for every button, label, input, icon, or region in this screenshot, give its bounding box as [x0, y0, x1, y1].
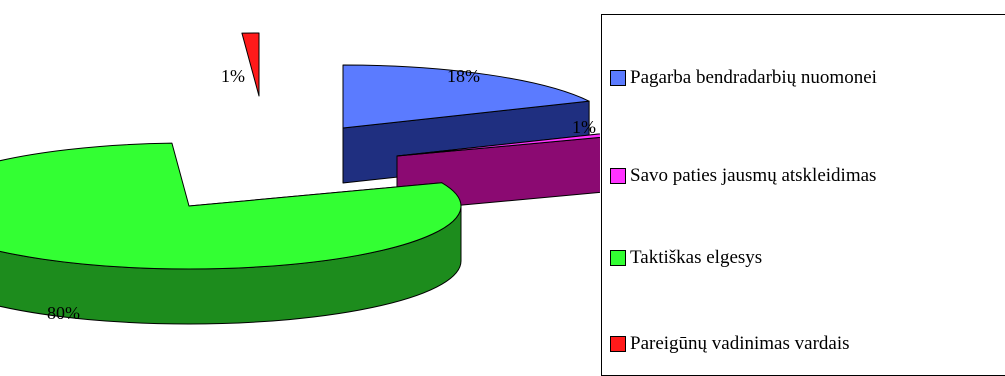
data-label-1: 1%: [572, 117, 596, 137]
legend-swatch-3: [610, 336, 626, 352]
pie-slice-1: [396, 133, 600, 157]
legend-item-2: Taktiškas elgesys: [610, 247, 762, 269]
pie-plot: 18% 1% 80% 1%: [0, 32, 600, 325]
legend-label-1: Savo paties jausmų atskleidimas: [630, 165, 877, 186]
pie-slice-3: [241, 32, 260, 97]
legend-swatch-1: [610, 168, 626, 184]
pie-data-labels: 18% 1% 80% 1%: [47, 66, 596, 323]
legend: Pagarba bendradarbių nuomonei Savo patie…: [601, 14, 1005, 376]
legend-label-2: Taktiškas elgesys: [630, 247, 763, 268]
data-label-0: 18%: [447, 66, 480, 86]
pie-slice-0: [342, 64, 590, 129]
legend-item-0: Pagarba bendradarbių nuomonei: [610, 67, 877, 89]
pie-slices: [0, 32, 600, 325]
legend-item-3: Pareigūnų vadinimas vardais: [610, 333, 850, 355]
legend-swatch-0: [610, 70, 626, 86]
legend-label-3: Pareigūnų vadinimas vardais: [630, 333, 850, 354]
legend-label-0: Pagarba bendradarbių nuomonei: [630, 67, 877, 88]
pie-slice-2: [0, 142, 462, 270]
data-label-2: 80%: [47, 303, 80, 323]
data-label-3: 1%: [221, 66, 245, 86]
legend-swatch-2: [610, 250, 626, 266]
legend-item-1: Savo paties jausmų atskleidimas: [610, 165, 876, 187]
